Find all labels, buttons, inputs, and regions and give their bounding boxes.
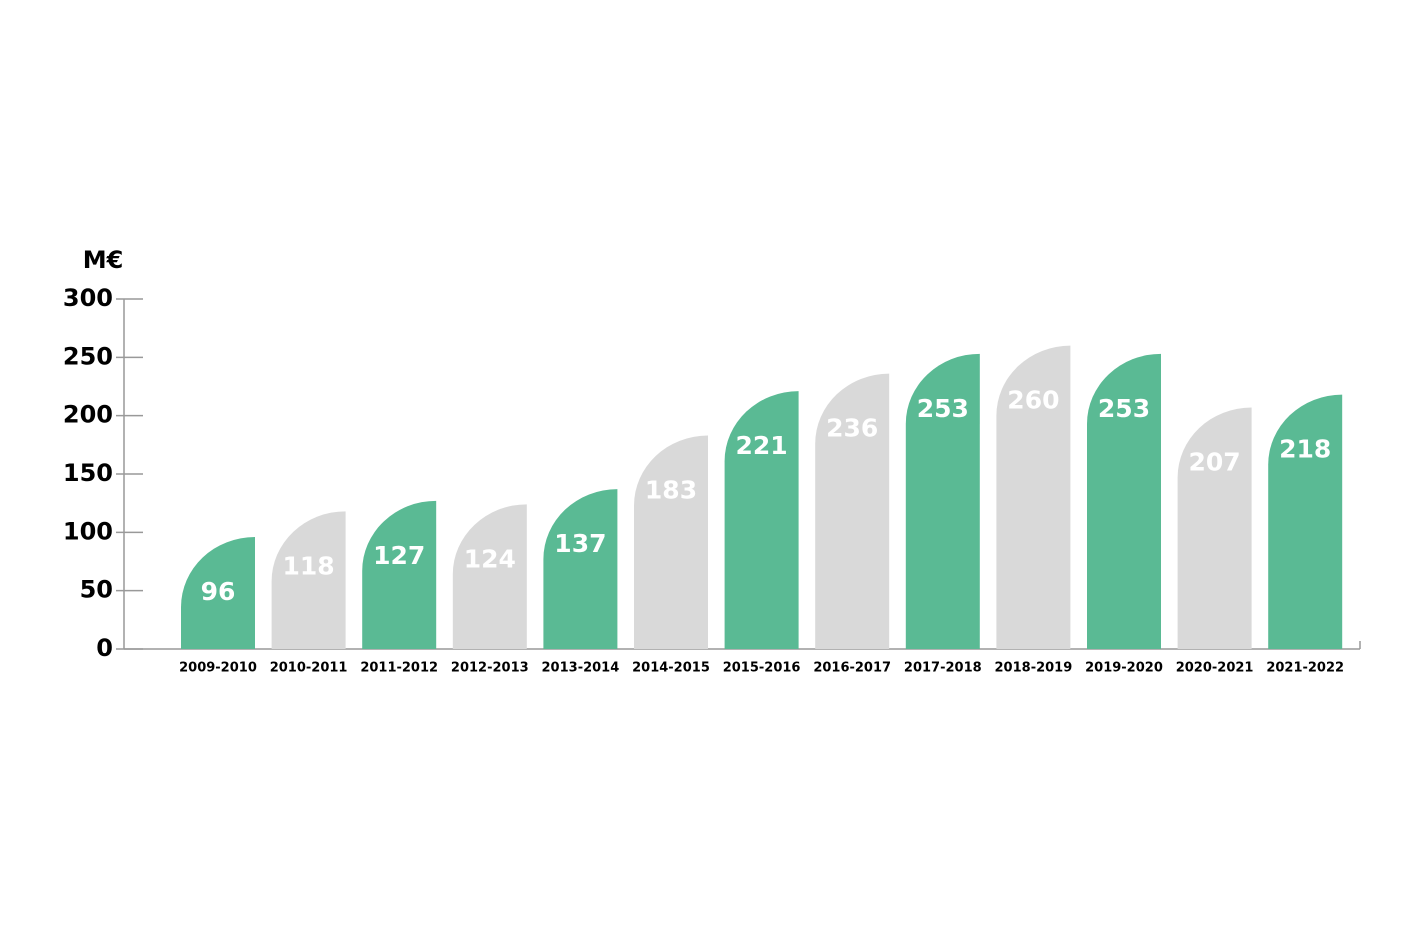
value-label: 253 [1098, 394, 1150, 423]
value-label: 236 [826, 414, 878, 443]
bar [452, 504, 527, 649]
bar [1177, 407, 1252, 649]
value-label: 253 [917, 394, 969, 423]
x-tick-label: 2009-2010 [179, 661, 257, 676]
bar [1087, 353, 1161, 649]
value-label: 124 [464, 544, 516, 573]
bar [815, 373, 890, 649]
x-tick-label: 2013-2014 [542, 661, 620, 676]
y-axis-label: M€ [83, 246, 124, 274]
y-tick-label: 100 [63, 517, 113, 545]
value-label: 127 [373, 541, 425, 570]
value-label: 260 [1007, 386, 1059, 415]
x-tick-label: 2014-2015 [632, 661, 710, 676]
x-tick-label: 2012-2013 [451, 661, 529, 676]
bar [905, 353, 980, 649]
x-tick-label: 2020-2021 [1176, 661, 1254, 676]
y-tick-label: 250 [63, 342, 113, 370]
bar [543, 489, 618, 649]
value-label: 218 [1279, 435, 1331, 464]
bar [362, 500, 437, 649]
bar [996, 345, 1071, 649]
x-tick-label: 2010-2011 [270, 661, 348, 676]
y-tick-label: 150 [63, 459, 113, 487]
value-label: 183 [645, 476, 697, 505]
value-label: 221 [736, 431, 788, 460]
x-tick-label: 2018-2019 [995, 661, 1073, 676]
value-label: 96 [201, 577, 236, 606]
x-tick-label: 2016-2017 [813, 661, 891, 676]
value-label: 137 [554, 529, 606, 558]
value-label: 207 [1189, 448, 1241, 477]
x-tick-label: 2017-2018 [904, 661, 982, 676]
y-tick-label: 50 [80, 576, 113, 604]
x-tick-label: 2019-2020 [1085, 661, 1163, 676]
x-tick-label: 2011-2012 [360, 661, 438, 676]
y-tick-label: 300 [63, 284, 113, 312]
x-tick-label: 2021-2022 [1266, 661, 1344, 676]
y-tick-label: 200 [63, 401, 113, 429]
bar [181, 537, 255, 649]
bar [1268, 394, 1343, 649]
y-tick-label: 0 [96, 634, 113, 662]
bar [634, 435, 708, 649]
bar [271, 511, 346, 649]
x-tick-label: 2015-2016 [723, 661, 801, 676]
value-label: 118 [283, 551, 335, 580]
bar [724, 391, 799, 649]
